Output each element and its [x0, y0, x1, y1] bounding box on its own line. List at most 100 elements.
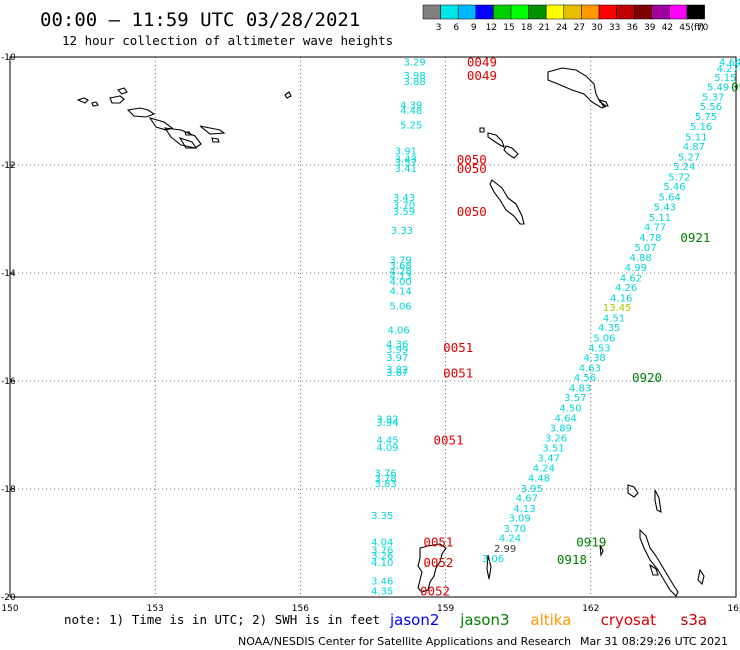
wave-height-label: 4.36 — [386, 340, 408, 351]
x-tick-label: 159 — [437, 604, 454, 614]
wave-height-label: 5.49 — [707, 83, 729, 94]
color-legend: 3 6 9 12 15 18 21 24 27 30 33 36 39 42 45 70(ft) — [422, 4, 709, 33]
wave-height-label: 4.62 — [620, 273, 642, 284]
y-tick-label: -18 — [1, 485, 16, 495]
legend-label: 15 — [503, 23, 514, 33]
grid-lines — [10, 57, 736, 597]
legend-swatch — [563, 4, 582, 20]
x-tick-label: 153 — [147, 604, 164, 614]
wave-height-label: 4.63 — [579, 364, 601, 375]
wave-height-label: 4.13 — [389, 272, 411, 283]
legend-swatch — [651, 4, 670, 20]
wave-height-label: 3.41 — [395, 164, 417, 175]
legend-swatch — [598, 4, 617, 20]
legend-label: 70 — [697, 23, 709, 33]
coastlines — [76, 67, 705, 597]
wave-height-label: 3.35 — [371, 511, 393, 522]
wave-height-label: 4.48 — [400, 106, 422, 117]
x-tick-label: 150 — [1, 604, 18, 614]
wave-height-label: 4.26 — [615, 283, 637, 294]
pass-time-label: 0919 — [576, 534, 606, 549]
legend-label: 3 — [436, 23, 442, 33]
pass-time-label: 0050 — [457, 204, 487, 219]
pass-time-label: 0051 — [443, 365, 473, 380]
wave-height-label: 5.24 — [673, 162, 695, 173]
wave-height-label: 3.91 — [395, 146, 417, 157]
wave-height-label: 5.72 — [668, 172, 690, 183]
legend-label: 30 — [591, 23, 603, 33]
wave-height-label: 5.56 — [700, 102, 722, 113]
wave-height-label: 5.37 — [702, 92, 724, 103]
wave-height-label: 3.57 — [395, 158, 417, 169]
wave-height-label: 3.67 — [386, 368, 408, 379]
pass-time-label: 0051 — [434, 432, 464, 447]
satellite-legend-item: s3a — [681, 611, 708, 629]
wave-height-label: 3.95 — [521, 484, 543, 495]
wave-height-label: 5.25 — [400, 121, 422, 132]
pass-time-label: 0051 — [423, 534, 453, 549]
wave-height-label: 3.82 — [386, 365, 408, 376]
satellite-legend-item: jason3 — [459, 611, 509, 629]
pass-time-label: 0049 — [467, 54, 497, 69]
pass-time-label: 0052 — [423, 555, 453, 570]
legend-label: 9 — [471, 23, 477, 33]
pass-time-label: 0050 — [457, 161, 487, 176]
wave-height-label: 2.99 — [494, 544, 516, 555]
legend-swatch — [510, 4, 529, 20]
wave-height-label: 4.53 — [588, 344, 610, 355]
y-tick-label: -16 — [1, 377, 16, 387]
legend-label: 45 — [679, 23, 690, 33]
pass-time-label: 09 — [731, 80, 740, 95]
wave-height-label: 3.33 — [391, 226, 413, 237]
wave-height-label: 5.11 — [685, 132, 707, 143]
wave-height-label: 4.09 — [376, 443, 398, 454]
wave-height-label: 3.26 — [371, 551, 393, 562]
wave-height-label: 3.89 — [550, 423, 572, 434]
track-cryosat: 3.29 3.983.88 4.394.48 5.25 3.91 3.43 3.573.41… — [371, 54, 497, 598]
wave-height-label: 4.14 — [389, 286, 411, 297]
satellite-legend-item: cryosat — [601, 611, 656, 629]
wave-height-label: 4.24 — [533, 463, 555, 474]
legend-swatch — [581, 4, 600, 20]
wave-height-label: 3.68 — [389, 261, 411, 272]
wave-height-label: 3.70 — [393, 200, 415, 211]
legend-swatch — [633, 4, 653, 20]
wave-height-label: 3.43 — [393, 193, 415, 204]
legend-unit: (ft) — [691, 23, 705, 33]
satellite-legend-item: altika — [530, 611, 571, 629]
wave-height-label: 4.48 — [528, 474, 550, 485]
wave-height-label: 4.56 — [574, 373, 596, 384]
y-tick-label: -14 — [1, 269, 16, 279]
legend-swatch — [422, 4, 441, 20]
wave-height-label: 5.27 — [678, 152, 700, 163]
wave-height-label: 4.39 — [400, 101, 422, 112]
axis-ticks: 150 153 156 159 162 165 -10 -12 -14 -16 -18 -20 — [1, 53, 740, 614]
wave-height-label: 5.15 — [714, 73, 736, 84]
wave-height-label: 5.11 — [649, 213, 671, 224]
wave-height-label: 4.13 — [513, 504, 535, 515]
legend-swatch — [440, 4, 459, 20]
legend-swatch — [475, 4, 494, 20]
wave-height-label: 4.27 — [717, 64, 739, 75]
wave-height-label: 3.78 — [374, 474, 396, 485]
pass-time-label: 0052 — [420, 584, 450, 599]
wave-height-label: 3.88 — [403, 77, 425, 88]
wave-height-label: 5.43 — [654, 203, 676, 214]
wave-height-label: 4.77 — [644, 223, 666, 234]
y-tick-label: -20 — [1, 593, 16, 603]
wave-height-label: 3.79 — [389, 256, 411, 267]
wave-height-label: 3.98 — [403, 71, 425, 82]
y-tick-label: -10 — [1, 53, 16, 63]
map-frame — [9, 56, 737, 598]
pass-time-label: 0921 — [680, 230, 710, 245]
legend-label: 36 — [626, 23, 638, 33]
wave-height-label: 3.09 — [509, 514, 531, 525]
wave-height-label: 4.64 — [555, 414, 577, 425]
wave-height-label: 4.16 — [610, 293, 632, 304]
track-jason3: 4.644.275.155.495.375.565.755.165.114.87… — [482, 57, 740, 567]
wave-height-label: 5.46 — [663, 182, 685, 193]
x-tick-label: 165 — [727, 604, 740, 614]
legend-label: 27 — [574, 23, 585, 33]
wave-height-label: 3.29 — [403, 57, 425, 68]
altimeter-tracks: 3.293.983.884.394.485.253.913.433.573.41… — [371, 54, 740, 598]
